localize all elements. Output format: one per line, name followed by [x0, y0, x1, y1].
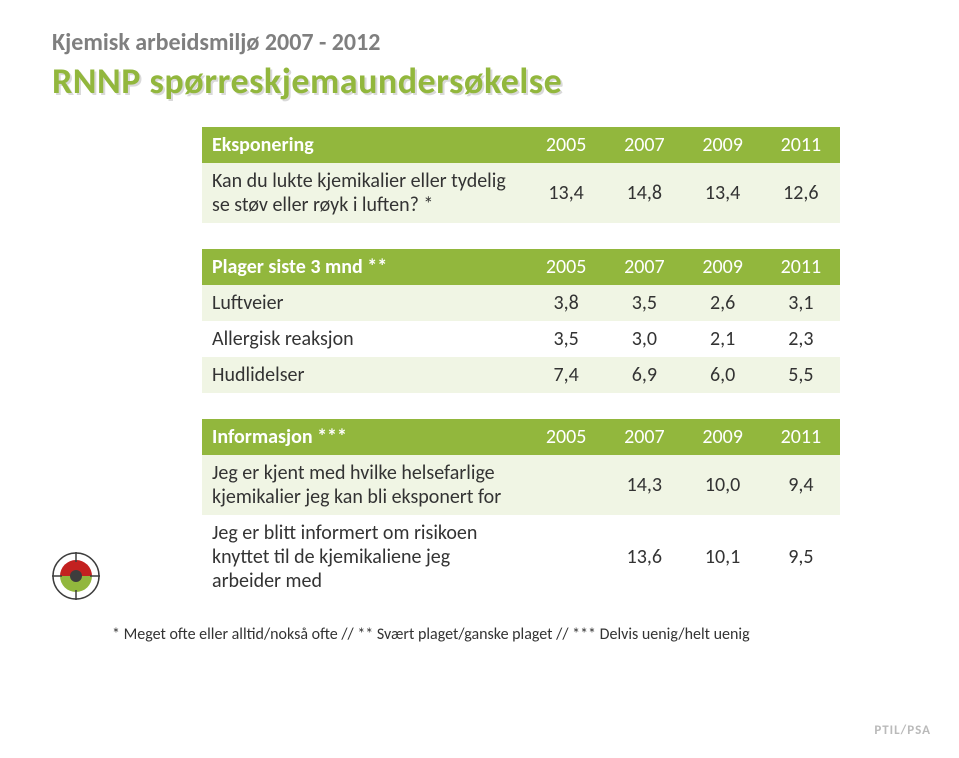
cell-value: 10,0: [683, 455, 761, 515]
table-header-year: 2005: [527, 419, 605, 455]
cell-value: [527, 515, 605, 599]
row-label: Hudlidelser: [202, 357, 527, 393]
cell-value: 3,8: [527, 285, 605, 321]
page-title: RNNP spørreskjemaundersøkelse: [52, 59, 907, 103]
table-header-year: 2009: [683, 127, 761, 163]
table-header-year: 2007: [605, 249, 683, 285]
brand-label: PTIL/PSA: [874, 723, 931, 738]
table-header-year: 2011: [762, 127, 840, 163]
cell-value: 3,5: [605, 285, 683, 321]
data-table: Informasjon ***2005200720092011 Jeg er kj…: [202, 419, 840, 599]
table-header-year: 2009: [683, 249, 761, 285]
table-header-label: Informasjon ***: [202, 419, 527, 455]
cell-value: 12,6: [762, 163, 840, 223]
table-row: Luftveier3,83,52,63,1: [202, 285, 840, 321]
table-header-year: 2005: [527, 127, 605, 163]
cell-value: 2,1: [683, 321, 761, 357]
cell-value: 3,5: [527, 321, 605, 357]
cell-value: 2,6: [683, 285, 761, 321]
cell-value: 13,6: [605, 515, 683, 599]
table-header-label: Eksponering: [202, 127, 527, 163]
table-header-year: 2005: [527, 249, 605, 285]
table-row: Jeg er blitt informert om risikoen knytt…: [202, 515, 840, 599]
target-icon: [52, 552, 100, 605]
table-header-year: 2011: [762, 419, 840, 455]
row-label: Kan du lukte kjemikalier eller tydelig s…: [202, 163, 527, 223]
cell-value: 7,4: [527, 357, 605, 393]
cell-value: 3,1: [762, 285, 840, 321]
row-label: Jeg er blitt informert om risikoen knytt…: [202, 515, 527, 599]
tables-container: Eksponering2005200720092011Kan du lukte …: [202, 127, 840, 599]
cell-value: 2,3: [762, 321, 840, 357]
cell-value: 13,4: [527, 163, 605, 223]
data-table: Eksponering2005200720092011 Kan du lukte …: [202, 127, 840, 223]
cell-value: 3,0: [605, 321, 683, 357]
cell-value: 6,9: [605, 357, 683, 393]
cell-value: 13,4: [683, 163, 761, 223]
table-header-year: 2009: [683, 419, 761, 455]
footnote: * Meget ofte eller alltid/nokså ofte // …: [112, 625, 907, 644]
table-header-year: 2011: [762, 249, 840, 285]
table-header-label: Plager siste 3 mnd **: [202, 249, 527, 285]
cell-value: 9,4: [762, 455, 840, 515]
cell-value: 14,8: [605, 163, 683, 223]
row-label: Luftveier: [202, 285, 527, 321]
cell-value: 5,5: [762, 357, 840, 393]
cell-value: 10,1: [683, 515, 761, 599]
cell-value: 6,0: [683, 357, 761, 393]
table-row: Kan du lukte kjemikalier eller tydelig s…: [202, 163, 840, 223]
table-row: Allergisk reaksjon3,53,02,12,3: [202, 321, 840, 357]
table-header-year: 2007: [605, 127, 683, 163]
cell-value: [527, 455, 605, 515]
cell-value: 14,3: [605, 455, 683, 515]
row-label: Jeg er kjent med hvilke helsefarlige kje…: [202, 455, 527, 515]
data-table: Plager siste 3 mnd **2005200720092011Luf…: [202, 249, 840, 393]
table-header-year: 2007: [605, 419, 683, 455]
table-row: Jeg er kjent med hvilke helsefarlige kje…: [202, 455, 840, 515]
cell-value: 9,5: [762, 515, 840, 599]
pretitle: Kjemisk arbeidsmiljø 2007 - 2012: [52, 28, 907, 57]
table-row: Hudlidelser7,46,96,05,5: [202, 357, 840, 393]
row-label: Allergisk reaksjon: [202, 321, 527, 357]
